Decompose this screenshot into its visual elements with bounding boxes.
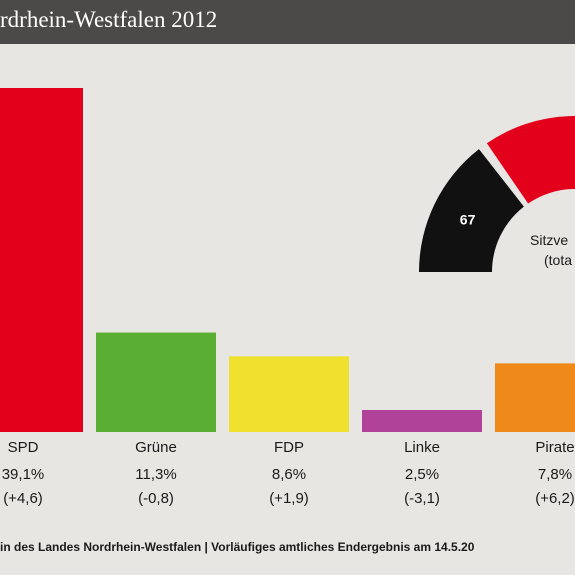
bar-category-label-3: Linke xyxy=(404,439,440,456)
bar-change-label-2: (+1,9) xyxy=(269,490,309,507)
bar-value-label-0: 39,1% xyxy=(2,466,45,483)
bar-change-label-0: (+4,6) xyxy=(3,490,43,507)
seat-segment-0 xyxy=(419,149,524,272)
bar-change-label-1: (-0,8) xyxy=(138,490,174,507)
bar-3 xyxy=(362,410,482,432)
bar-change-label-3: (-3,1) xyxy=(404,490,440,507)
bar-category-label-2: FDP xyxy=(274,439,304,456)
seat-segment-label-0: 67 xyxy=(460,212,476,228)
title-bar: rdrhein-Westfalen 2012 xyxy=(0,0,575,44)
seat-caption-1: (tota xyxy=(544,252,572,268)
bar-value-label-1: 11,3% xyxy=(135,466,176,483)
bar-value-label-3: 2,5% xyxy=(405,466,439,483)
source-note: in des Landes Nordrhein-Westfalen | Vorl… xyxy=(0,540,475,554)
bar-category-label-0: SPD xyxy=(8,439,39,456)
bar-4 xyxy=(495,363,575,432)
bar-2 xyxy=(229,356,349,432)
bar-0 xyxy=(0,88,83,432)
bar-value-label-2: 8,6% xyxy=(272,466,306,483)
chart-title: rdrhein-Westfalen 2012 xyxy=(0,7,218,32)
bar-change-label-4: (+6,2) xyxy=(535,490,575,507)
bar-category-label-1: Grüne xyxy=(135,439,177,456)
bar-category-label-4: Pirate xyxy=(535,439,574,456)
bar-1 xyxy=(96,332,216,432)
seat-segment-1 xyxy=(486,116,575,204)
bar-value-label-4: 7,8% xyxy=(538,466,572,483)
seat-caption-0: Sitzve xyxy=(530,232,568,248)
